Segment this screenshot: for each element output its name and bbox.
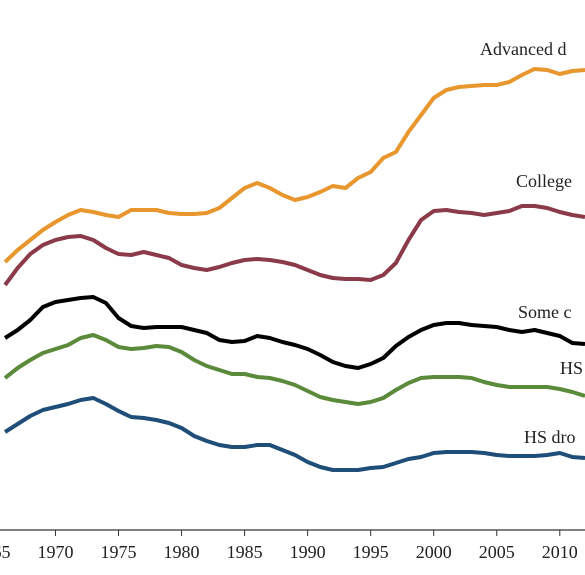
series-label: HS dro [524, 427, 576, 447]
x-tick-label: 1990 [290, 542, 326, 562]
x-tick-label: 2005 [479, 542, 515, 562]
x-tick-label: 1980 [164, 542, 200, 562]
x-tick-label: 1995 [353, 542, 389, 562]
x-tick-label: 1965 [0, 542, 10, 562]
series-line [3, 204, 585, 287]
x-tick-label: 2010 [542, 542, 578, 562]
series-label: Some c [518, 302, 572, 322]
x-tick-label: 2000 [416, 542, 452, 562]
series-label: HS [560, 358, 583, 378]
series-label: College [516, 171, 572, 191]
x-tick-label: 1975 [101, 542, 137, 562]
series-line [3, 67, 585, 264]
series-line [3, 333, 585, 406]
series-label: Advanced d [480, 39, 566, 59]
x-tick-label: 1970 [37, 542, 73, 562]
series-line [3, 295, 585, 370]
series-line [3, 396, 585, 472]
x-tick-label: 1985 [227, 542, 263, 562]
